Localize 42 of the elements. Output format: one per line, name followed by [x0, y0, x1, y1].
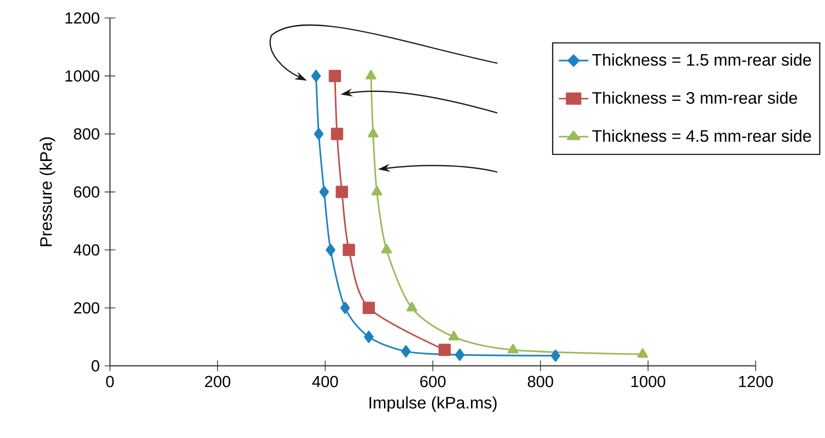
- y-axis-title: Pressure (kPa): [40, 138, 56, 246]
- y-tick-label: 200: [74, 302, 100, 314]
- point: [448, 330, 460, 340]
- y-tick-label: 800: [74, 128, 100, 140]
- point: [438, 344, 451, 356]
- x-tick-label: 200: [205, 376, 230, 388]
- x-tick-label: 600: [420, 376, 446, 388]
- point: [342, 244, 356, 256]
- point: [336, 186, 348, 198]
- x-tick-label: 1000: [631, 376, 666, 388]
- legend-label: Thickness = 1.5 mm-rear side: [592, 54, 811, 66]
- point: [362, 302, 375, 314]
- x-tick-label: 400: [312, 376, 338, 388]
- point: [326, 244, 336, 256]
- y-tick-label: 600: [74, 186, 100, 198]
- legend-label: Thickness = 4.5 mm-rear side: [592, 130, 811, 142]
- point: [406, 302, 418, 312]
- x-tick-label: 0: [106, 376, 114, 388]
- y-tick-label: 1000: [66, 70, 100, 82]
- point: [366, 70, 376, 80]
- y-tick-label: 400: [74, 244, 100, 256]
- point: [550, 350, 560, 362]
- y-tick-label: 1200: [66, 12, 100, 24]
- legend-label: Thickness = 3 mm-rear side: [592, 92, 798, 104]
- point: [340, 302, 350, 314]
- point: [371, 186, 382, 196]
- point: [330, 128, 344, 140]
- point: [328, 70, 342, 82]
- point: [637, 348, 648, 358]
- point: [401, 345, 411, 358]
- point: [508, 344, 518, 354]
- x-tick-label: 1200: [739, 376, 773, 388]
- y-tick-label: 0: [92, 360, 100, 372]
- point: [314, 128, 324, 140]
- point: [381, 244, 392, 254]
- x-tick-label: 800: [528, 376, 554, 388]
- point: [364, 330, 374, 344]
- point: [454, 348, 465, 362]
- point: [319, 186, 329, 198]
- x-axis-title: Impulse (kPa.ms): [370, 396, 497, 412]
- point: [368, 128, 379, 138]
- point: [311, 70, 321, 82]
